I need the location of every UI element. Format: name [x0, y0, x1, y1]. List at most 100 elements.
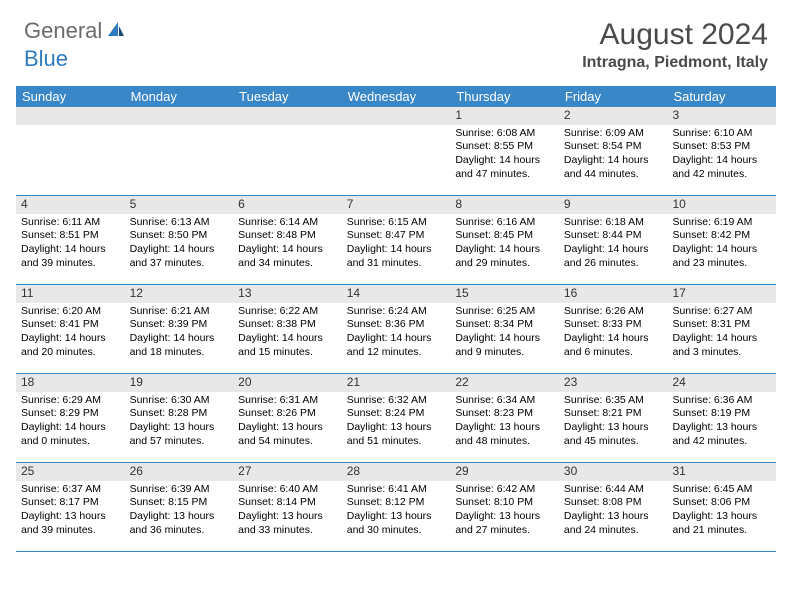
day-sunrise: Sunrise: 6:21 AM [130, 305, 229, 319]
empty-day-header [342, 107, 451, 125]
day-sunrise: Sunrise: 6:18 AM [564, 216, 663, 230]
day-cell: 17Sunrise: 6:27 AMSunset: 8:31 PMDayligh… [667, 285, 776, 373]
day-cell: 9Sunrise: 6:18 AMSunset: 8:44 PMDaylight… [559, 196, 668, 284]
day-number: 29 [450, 463, 559, 481]
day-body: Sunrise: 6:24 AMSunset: 8:36 PMDaylight:… [342, 303, 451, 364]
day-sunset: Sunset: 8:14 PM [238, 496, 337, 510]
day-body: Sunrise: 6:44 AMSunset: 8:08 PMDaylight:… [559, 481, 668, 542]
day-cell: 23Sunrise: 6:35 AMSunset: 8:21 PMDayligh… [559, 374, 668, 462]
day-number: 8 [450, 196, 559, 214]
day-number: 31 [667, 463, 776, 481]
day-body: Sunrise: 6:21 AMSunset: 8:39 PMDaylight:… [125, 303, 234, 364]
day-number: 24 [667, 374, 776, 392]
day-day2: and 57 minutes. [130, 435, 229, 449]
location: Intragna, Piedmont, Italy [582, 54, 768, 72]
title-block: August 2024 Intragna, Piedmont, Italy [582, 18, 768, 72]
day-sunrise: Sunrise: 6:09 AM [564, 127, 663, 141]
day-cell: 4Sunrise: 6:11 AMSunset: 8:51 PMDaylight… [16, 196, 125, 284]
day-day1: Daylight: 14 hours [672, 154, 771, 168]
day-sunrise: Sunrise: 6:31 AM [238, 394, 337, 408]
day-day1: Daylight: 13 hours [455, 510, 554, 524]
day-cell: 18Sunrise: 6:29 AMSunset: 8:29 PMDayligh… [16, 374, 125, 462]
day-day2: and 9 minutes. [455, 346, 554, 360]
day-sunrise: Sunrise: 6:10 AM [672, 127, 771, 141]
day-body: Sunrise: 6:41 AMSunset: 8:12 PMDaylight:… [342, 481, 451, 542]
day-day1: Daylight: 14 hours [672, 332, 771, 346]
day-day1: Daylight: 13 hours [347, 510, 446, 524]
day-day1: Daylight: 14 hours [21, 421, 120, 435]
day-body: Sunrise: 6:35 AMSunset: 8:21 PMDaylight:… [559, 392, 668, 453]
day-sunset: Sunset: 8:53 PM [672, 140, 771, 154]
day-number: 21 [342, 374, 451, 392]
day-number: 13 [233, 285, 342, 303]
day-body: Sunrise: 6:30 AMSunset: 8:28 PMDaylight:… [125, 392, 234, 453]
day-day1: Daylight: 14 hours [21, 243, 120, 257]
day-sunrise: Sunrise: 6:26 AM [564, 305, 663, 319]
day-day2: and 20 minutes. [21, 346, 120, 360]
day-sunset: Sunset: 8:19 PM [672, 407, 771, 421]
day-day1: Daylight: 13 hours [455, 421, 554, 435]
day-day1: Daylight: 14 hours [455, 154, 554, 168]
day-day1: Daylight: 13 hours [130, 421, 229, 435]
day-day2: and 42 minutes. [672, 168, 771, 182]
day-day2: and 3 minutes. [672, 346, 771, 360]
day-day2: and 37 minutes. [130, 257, 229, 271]
day-day1: Daylight: 14 hours [455, 243, 554, 257]
day-sunset: Sunset: 8:17 PM [21, 496, 120, 510]
day-day1: Daylight: 13 hours [672, 510, 771, 524]
month-title: August 2024 [582, 18, 768, 52]
day-day2: and 45 minutes. [564, 435, 663, 449]
day-day2: and 18 minutes. [130, 346, 229, 360]
day-day1: Daylight: 14 hours [347, 332, 446, 346]
day-body: Sunrise: 6:25 AMSunset: 8:34 PMDaylight:… [450, 303, 559, 364]
day-cell: 10Sunrise: 6:19 AMSunset: 8:42 PMDayligh… [667, 196, 776, 284]
day-sunset: Sunset: 8:26 PM [238, 407, 337, 421]
day-cell [125, 107, 234, 195]
day-sunset: Sunset: 8:29 PM [21, 407, 120, 421]
day-sunset: Sunset: 8:54 PM [564, 140, 663, 154]
day-cell: 25Sunrise: 6:37 AMSunset: 8:17 PMDayligh… [16, 463, 125, 551]
day-number: 1 [450, 107, 559, 125]
day-sunset: Sunset: 8:47 PM [347, 229, 446, 243]
day-body: Sunrise: 6:37 AMSunset: 8:17 PMDaylight:… [16, 481, 125, 542]
day-sunrise: Sunrise: 6:16 AM [455, 216, 554, 230]
week-row: 4Sunrise: 6:11 AMSunset: 8:51 PMDaylight… [16, 196, 776, 285]
day-day1: Daylight: 13 hours [347, 421, 446, 435]
day-day1: Daylight: 13 hours [564, 510, 663, 524]
day-sunrise: Sunrise: 6:41 AM [347, 483, 446, 497]
day-sunrise: Sunrise: 6:37 AM [21, 483, 120, 497]
week-row: 18Sunrise: 6:29 AMSunset: 8:29 PMDayligh… [16, 374, 776, 463]
day-cell: 27Sunrise: 6:40 AMSunset: 8:14 PMDayligh… [233, 463, 342, 551]
day-cell: 16Sunrise: 6:26 AMSunset: 8:33 PMDayligh… [559, 285, 668, 373]
day-day2: and 29 minutes. [455, 257, 554, 271]
day-sunrise: Sunrise: 6:25 AM [455, 305, 554, 319]
day-body: Sunrise: 6:19 AMSunset: 8:42 PMDaylight:… [667, 214, 776, 275]
day-day1: Daylight: 13 hours [564, 421, 663, 435]
day-body: Sunrise: 6:39 AMSunset: 8:15 PMDaylight:… [125, 481, 234, 542]
day-body: Sunrise: 6:11 AMSunset: 8:51 PMDaylight:… [16, 214, 125, 275]
day-sunrise: Sunrise: 6:14 AM [238, 216, 337, 230]
day-cell: 11Sunrise: 6:20 AMSunset: 8:41 PMDayligh… [16, 285, 125, 373]
day-body: Sunrise: 6:13 AMSunset: 8:50 PMDaylight:… [125, 214, 234, 275]
calendar: Sunday Monday Tuesday Wednesday Thursday… [16, 86, 776, 552]
day-sunset: Sunset: 8:23 PM [455, 407, 554, 421]
day-sunrise: Sunrise: 6:24 AM [347, 305, 446, 319]
day-sunset: Sunset: 8:06 PM [672, 496, 771, 510]
day-day2: and 34 minutes. [238, 257, 337, 271]
day-cell: 21Sunrise: 6:32 AMSunset: 8:24 PMDayligh… [342, 374, 451, 462]
day-cell: 12Sunrise: 6:21 AMSunset: 8:39 PMDayligh… [125, 285, 234, 373]
day-sunrise: Sunrise: 6:27 AM [672, 305, 771, 319]
day-number: 22 [450, 374, 559, 392]
day-sunset: Sunset: 8:44 PM [564, 229, 663, 243]
day-day2: and 15 minutes. [238, 346, 337, 360]
day-day1: Daylight: 14 hours [238, 332, 337, 346]
day-day2: and 6 minutes. [564, 346, 663, 360]
day-sunrise: Sunrise: 6:39 AM [130, 483, 229, 497]
day-day2: and 23 minutes. [672, 257, 771, 271]
day-sunset: Sunset: 8:51 PM [21, 229, 120, 243]
week-row: 11Sunrise: 6:20 AMSunset: 8:41 PMDayligh… [16, 285, 776, 374]
day-day1: Daylight: 13 hours [238, 421, 337, 435]
day-body: Sunrise: 6:32 AMSunset: 8:24 PMDaylight:… [342, 392, 451, 453]
day-cell: 3Sunrise: 6:10 AMSunset: 8:53 PMDaylight… [667, 107, 776, 195]
day-cell: 28Sunrise: 6:41 AMSunset: 8:12 PMDayligh… [342, 463, 451, 551]
